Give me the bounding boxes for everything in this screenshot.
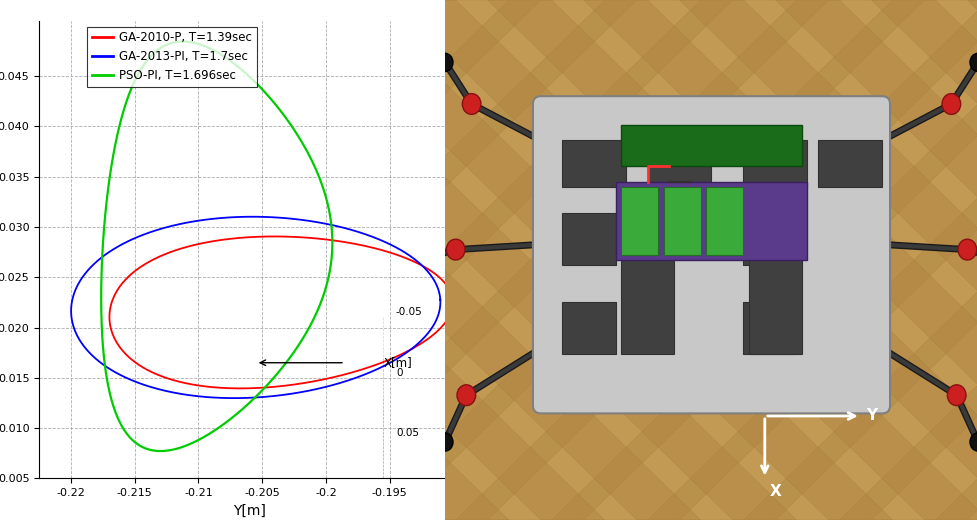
Bar bbox=[615, 182, 807, 260]
Ellipse shape bbox=[941, 94, 959, 114]
Ellipse shape bbox=[437, 53, 452, 71]
Bar bbox=[562, 140, 625, 187]
Text: X[m]: X[m] bbox=[383, 356, 411, 369]
Text: 0.05: 0.05 bbox=[396, 428, 418, 438]
Polygon shape bbox=[871, 0, 977, 520]
Text: X: X bbox=[769, 484, 781, 499]
Polygon shape bbox=[679, 0, 977, 520]
Polygon shape bbox=[583, 0, 977, 520]
Bar bbox=[817, 140, 881, 187]
Bar bbox=[662, 187, 701, 255]
Polygon shape bbox=[488, 0, 977, 520]
Polygon shape bbox=[966, 0, 977, 520]
Ellipse shape bbox=[410, 251, 426, 269]
Bar bbox=[562, 213, 615, 265]
Polygon shape bbox=[488, 0, 977, 520]
Polygon shape bbox=[775, 0, 977, 520]
Bar bbox=[562, 302, 615, 354]
Ellipse shape bbox=[969, 433, 977, 451]
Polygon shape bbox=[0, 0, 508, 520]
Polygon shape bbox=[391, 0, 977, 520]
Ellipse shape bbox=[969, 53, 977, 71]
Ellipse shape bbox=[446, 239, 464, 260]
FancyBboxPatch shape bbox=[532, 96, 889, 413]
Ellipse shape bbox=[462, 94, 481, 114]
Bar bbox=[748, 213, 801, 354]
Ellipse shape bbox=[437, 433, 452, 451]
Bar bbox=[705, 187, 743, 255]
Ellipse shape bbox=[456, 385, 475, 406]
Text: 0: 0 bbox=[396, 368, 402, 378]
Polygon shape bbox=[775, 0, 977, 520]
Ellipse shape bbox=[947, 385, 965, 406]
Ellipse shape bbox=[957, 239, 976, 260]
Polygon shape bbox=[391, 0, 977, 520]
Polygon shape bbox=[583, 0, 977, 520]
Polygon shape bbox=[104, 0, 701, 520]
Bar bbox=[743, 213, 796, 265]
Text: Y: Y bbox=[866, 409, 876, 423]
Bar bbox=[620, 187, 658, 255]
Bar bbox=[620, 213, 673, 354]
Polygon shape bbox=[871, 0, 977, 520]
Bar bbox=[647, 140, 710, 187]
Polygon shape bbox=[295, 0, 892, 520]
X-axis label: Y[m]: Y[m] bbox=[233, 504, 266, 518]
Polygon shape bbox=[679, 0, 977, 520]
Bar bbox=[743, 140, 807, 187]
Polygon shape bbox=[8, 0, 604, 520]
Bar bbox=[620, 125, 801, 166]
Polygon shape bbox=[104, 0, 701, 520]
Polygon shape bbox=[295, 0, 892, 520]
Polygon shape bbox=[966, 0, 977, 520]
Bar bbox=[743, 302, 796, 354]
Polygon shape bbox=[199, 0, 796, 520]
Legend: GA-2010-P, T=1.39sec, GA-2013-PI, T=1.7sec, PSO-PI, T=1.696sec: GA-2010-P, T=1.39sec, GA-2013-PI, T=1.7s… bbox=[87, 27, 256, 87]
Polygon shape bbox=[8, 0, 604, 520]
Text: -0.05: -0.05 bbox=[396, 307, 422, 317]
Polygon shape bbox=[0, 0, 508, 520]
Polygon shape bbox=[199, 0, 796, 520]
